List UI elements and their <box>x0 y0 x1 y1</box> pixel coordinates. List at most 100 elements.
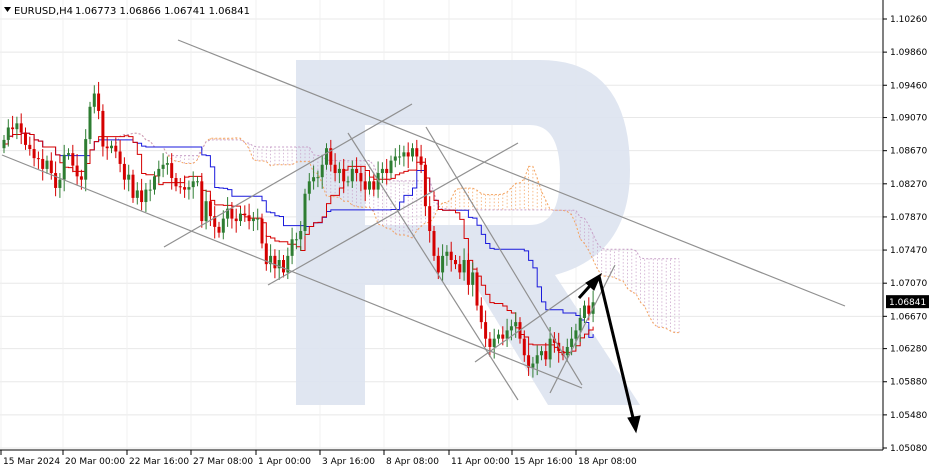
candle-body <box>161 164 165 169</box>
candle <box>393 148 397 168</box>
candle <box>488 332 492 357</box>
candle <box>269 244 273 273</box>
candle <box>484 310 488 347</box>
candle <box>389 155 393 179</box>
candle-body <box>346 181 350 183</box>
candle <box>466 253 470 295</box>
candle-body <box>67 153 70 155</box>
candle <box>230 202 234 229</box>
price-axis-bg <box>883 0 931 472</box>
candle-body <box>505 330 509 339</box>
candle-body <box>337 168 341 174</box>
candle-body <box>363 181 367 190</box>
candle-body <box>153 176 156 190</box>
candle-body <box>329 148 333 165</box>
candle-body <box>273 255 277 269</box>
candle-body <box>333 164 337 174</box>
candle-body <box>488 338 492 347</box>
candle-body <box>191 181 195 188</box>
candle <box>449 241 453 272</box>
candle-body <box>58 179 62 188</box>
candle <box>479 297 483 329</box>
candle <box>191 171 195 199</box>
candle-body <box>118 151 122 164</box>
candle <box>419 144 423 174</box>
candle <box>58 173 62 198</box>
current-price-tag: 1.06841 <box>886 295 929 309</box>
candle-body <box>548 338 552 360</box>
candle-body <box>372 181 376 190</box>
candle <box>114 137 118 159</box>
candle-body <box>208 201 212 217</box>
candle-body <box>92 93 96 107</box>
candle-body <box>135 190 139 198</box>
candle <box>239 208 242 227</box>
ytick-label: 1.05880 <box>890 378 927 388</box>
candle <box>170 153 174 190</box>
candle <box>54 161 58 197</box>
candle <box>454 255 457 270</box>
candle <box>135 182 139 205</box>
candle-body <box>217 226 221 233</box>
candle-body <box>411 148 414 157</box>
candle-body <box>157 168 161 177</box>
candle-body <box>269 255 273 265</box>
candle-body <box>32 149 36 159</box>
xtick-label: 15 Mar 2024 <box>3 457 60 467</box>
chart-header: EURUSD,H4 1.06773 1.06866 1.06741 1.0684… <box>4 6 250 17</box>
mid-channel-lower <box>267 142 519 286</box>
candle-body <box>247 215 251 222</box>
candle <box>88 101 92 145</box>
candle <box>71 144 75 173</box>
candle-body <box>114 145 118 152</box>
candle-body <box>62 154 66 180</box>
candle <box>148 179 152 202</box>
candle <box>294 232 298 250</box>
symbol-label: EURUSD,H4 <box>14 6 73 17</box>
candle-body <box>385 168 389 174</box>
candle <box>578 308 582 342</box>
candle <box>97 81 101 120</box>
candle <box>385 158 389 185</box>
candle <box>432 226 436 261</box>
candle <box>552 332 556 353</box>
candle-body <box>312 177 316 182</box>
candle-body <box>45 160 49 169</box>
ytick-label: 1.05480 <box>890 411 927 421</box>
candle <box>402 145 406 167</box>
candle <box>144 182 148 212</box>
candle-body <box>11 127 15 130</box>
ytick-label: 1.08270 <box>890 180 927 190</box>
candle <box>475 267 479 311</box>
candle-body <box>251 218 255 222</box>
candle-body <box>54 173 58 188</box>
candle-body <box>41 158 45 169</box>
candle-body <box>342 168 346 182</box>
candle-body <box>466 260 470 285</box>
candle-body <box>84 139 88 180</box>
candle-body <box>36 158 40 160</box>
candle <box>441 244 445 281</box>
candle-body <box>484 322 488 339</box>
trend-lines[interactable] <box>1 39 846 401</box>
candle-body <box>531 363 535 368</box>
candle <box>75 153 79 185</box>
candle-body <box>492 338 496 347</box>
chevron-down-icon[interactable] <box>4 7 11 12</box>
falling-channel-left <box>347 132 519 401</box>
candle-body <box>368 181 371 190</box>
candle <box>256 208 260 231</box>
candle-body <box>183 187 187 190</box>
candle-body <box>24 132 27 145</box>
candle-body <box>140 190 144 203</box>
candle <box>531 356 535 378</box>
candle-body <box>316 177 320 179</box>
candle-body <box>587 305 591 314</box>
candle-body <box>256 218 260 220</box>
candle <box>36 151 40 169</box>
candle-body <box>423 164 427 207</box>
candle <box>183 175 187 198</box>
candle <box>260 213 264 249</box>
candle-body <box>110 145 113 149</box>
